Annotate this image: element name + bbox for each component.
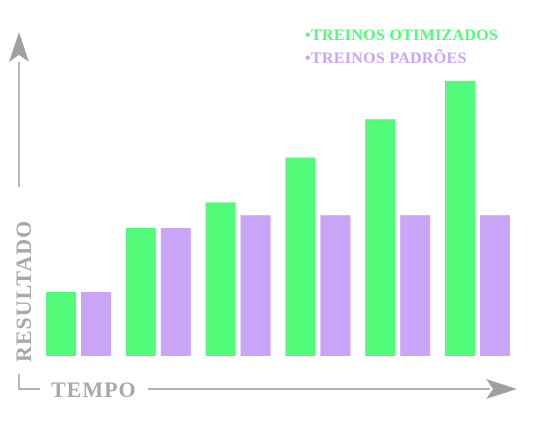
legend-label: TREINOS PADRÕES xyxy=(311,47,467,67)
bars xyxy=(46,80,510,357)
legend-bullet: • xyxy=(305,27,311,44)
bar-padroes-4 xyxy=(320,215,351,356)
bar-padroes-6 xyxy=(480,215,510,356)
bar-otimizados-5 xyxy=(365,119,396,356)
y-axis: RESULTADO xyxy=(9,32,36,362)
bar-padroes-3 xyxy=(240,215,271,356)
y-axis-arrowhead xyxy=(9,32,29,62)
bar-padroes-1 xyxy=(81,292,111,356)
legend: •TREINOS OTIMIZADOS •TREINOS PADRÕES xyxy=(305,27,498,67)
legend-bullet: • xyxy=(305,50,311,67)
x-axis-label: TEMPO xyxy=(51,377,137,402)
bar-otimizados-3 xyxy=(205,202,236,356)
legend-label: TREINOS OTIMIZADOS xyxy=(311,27,498,44)
x-axis-arrowhead xyxy=(486,379,517,399)
legend-item-otimizados: •TREINOS OTIMIZADOS xyxy=(305,27,498,44)
bar-otimizados-6 xyxy=(445,80,475,357)
x-axis: TEMPO xyxy=(18,374,517,402)
y-axis-label: RESULTADO xyxy=(11,220,36,362)
legend-item-padroes: •TREINOS PADRÕES xyxy=(305,47,467,67)
bar-padroes-5 xyxy=(400,215,431,356)
x-axis-corner xyxy=(18,374,40,390)
bar-otimizados-2 xyxy=(125,228,156,356)
bar-otimizados-4 xyxy=(285,157,316,356)
bar-otimizados-1 xyxy=(46,292,76,356)
bar-padroes-2 xyxy=(160,228,191,356)
